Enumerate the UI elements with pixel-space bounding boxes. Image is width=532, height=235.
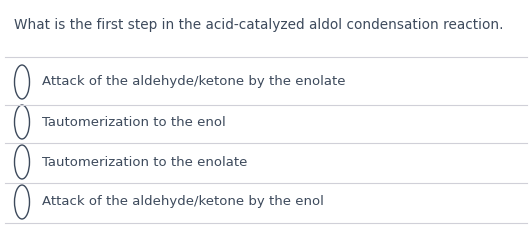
Text: Tautomerization to the enolate: Tautomerization to the enolate (42, 156, 247, 168)
Text: Tautomerization to the enol: Tautomerization to the enol (42, 115, 226, 129)
Text: Attack of the aldehyde/ketone by the enol: Attack of the aldehyde/ketone by the eno… (42, 196, 324, 208)
Text: Attack of the aldehyde/ketone by the enolate: Attack of the aldehyde/ketone by the eno… (42, 75, 345, 89)
Text: What is the first step in the acid-catalyzed aldol condensation reaction.: What is the first step in the acid-catal… (14, 18, 503, 32)
